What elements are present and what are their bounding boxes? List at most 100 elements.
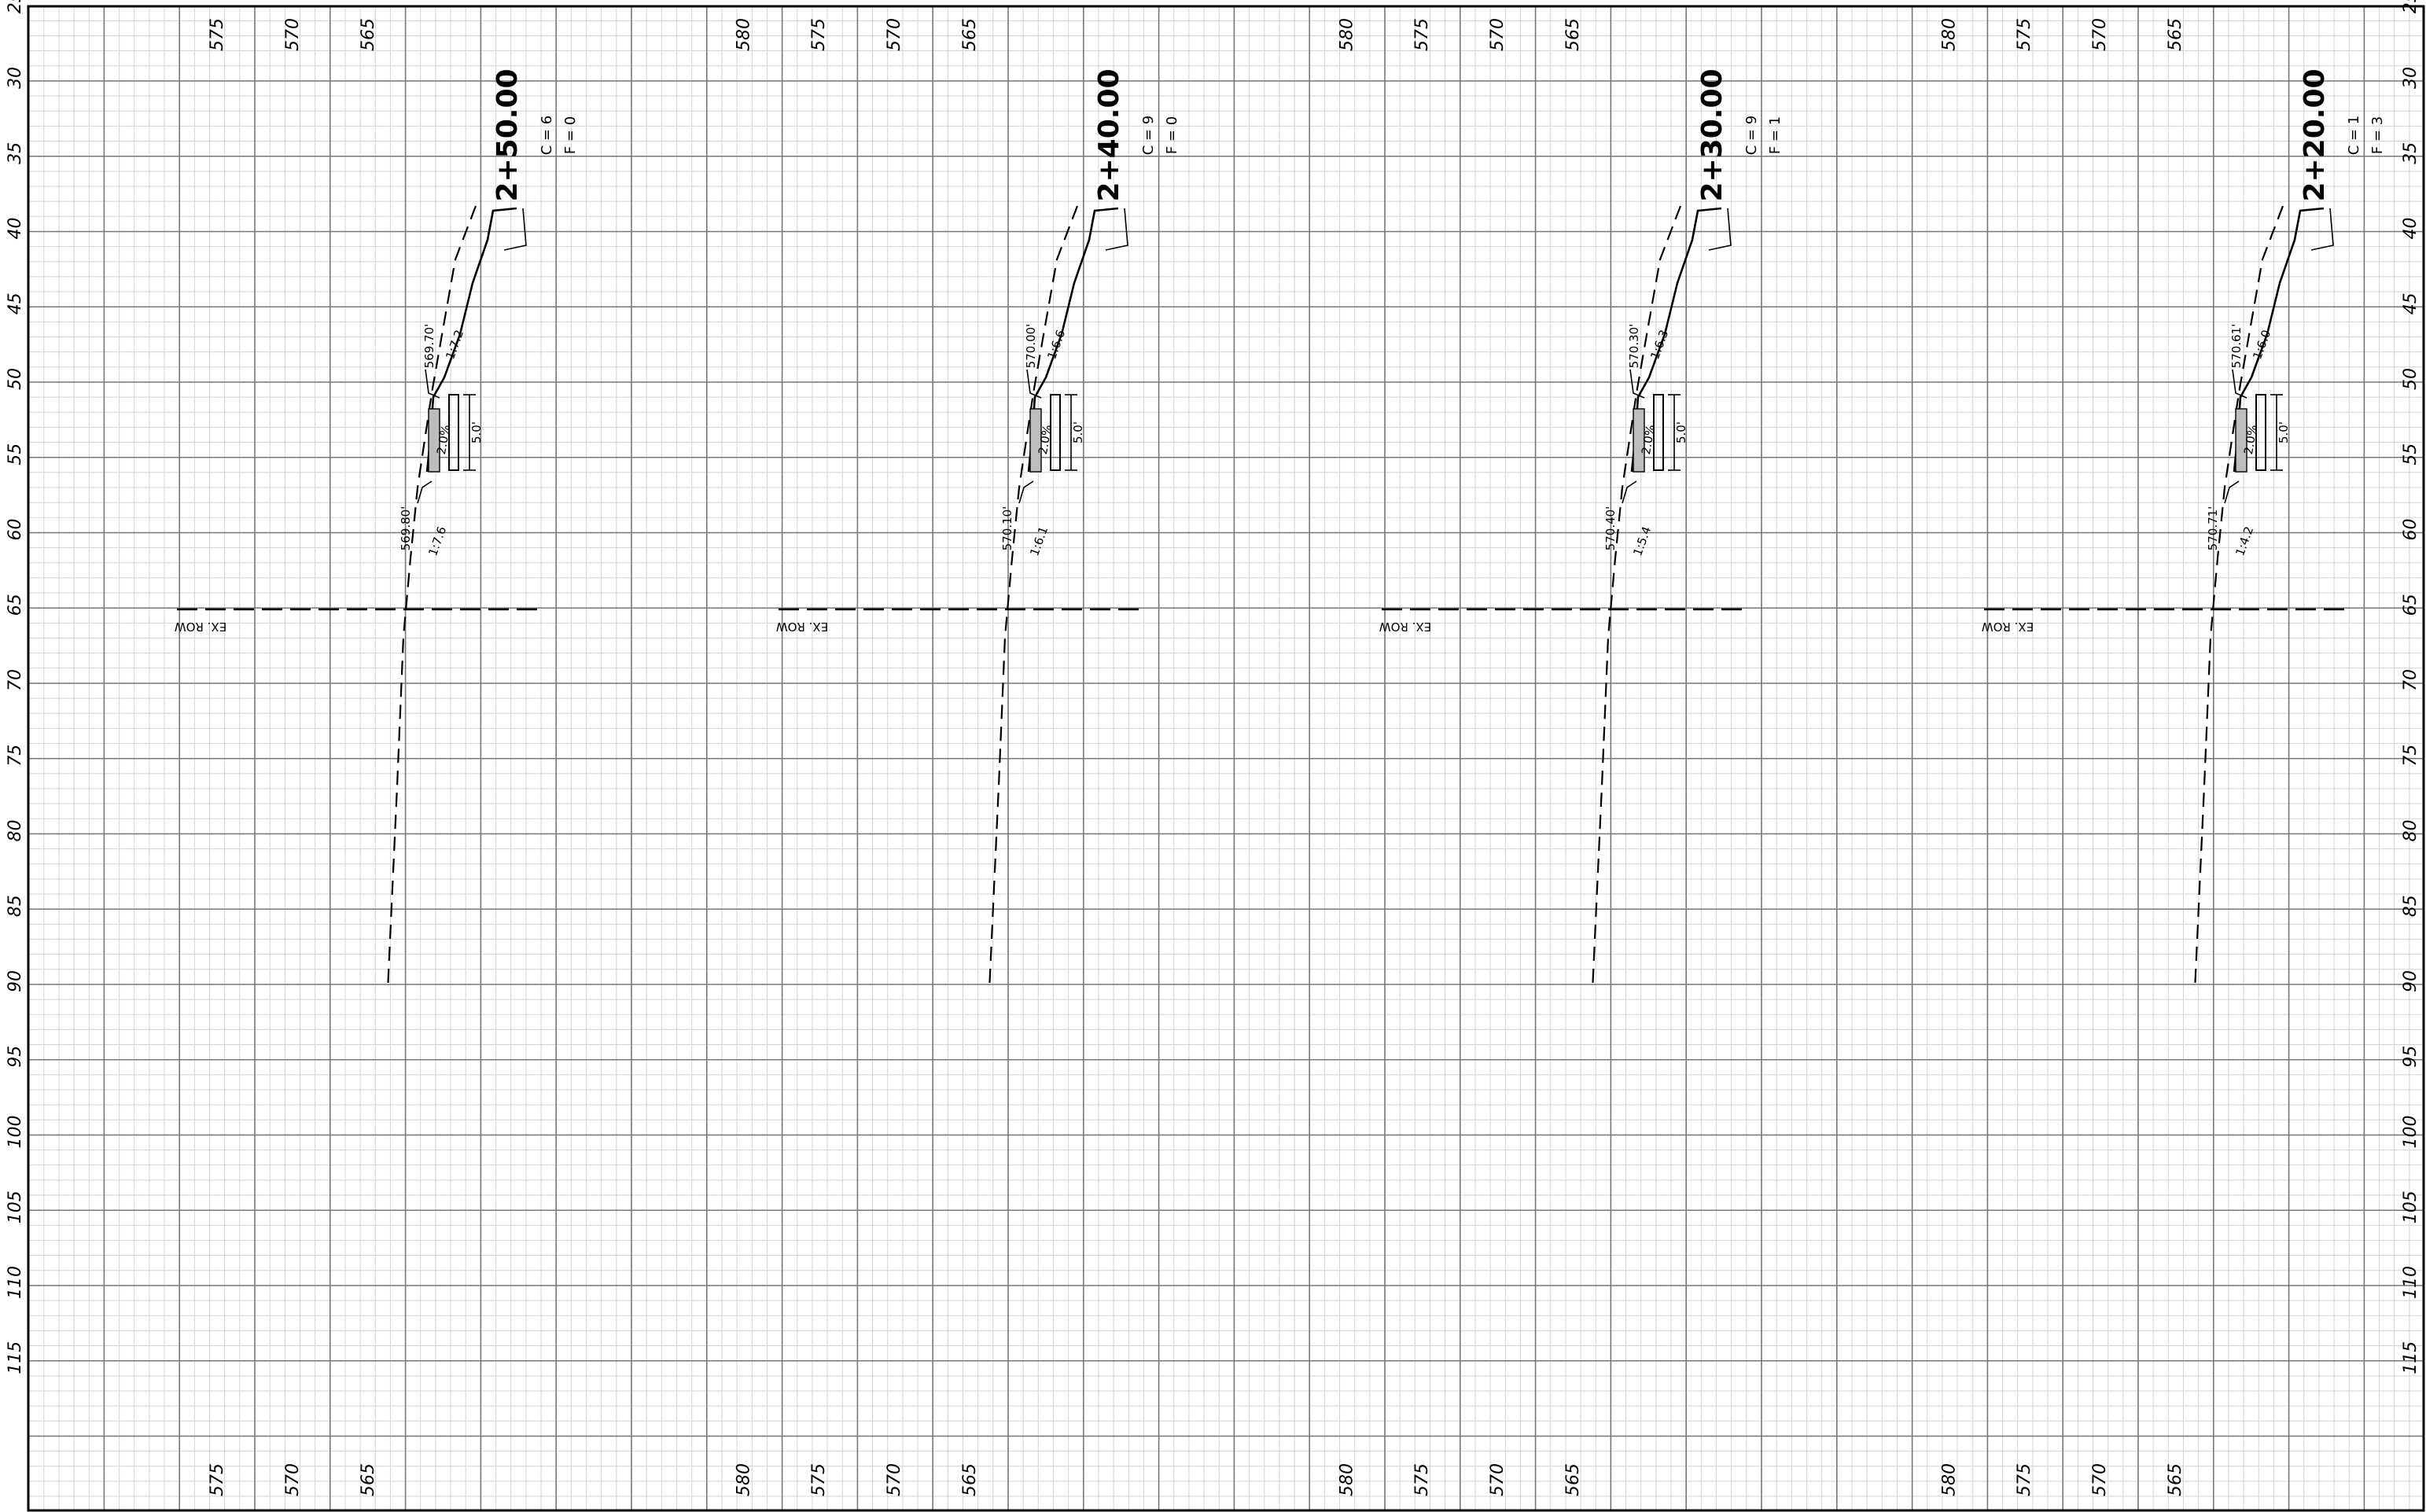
elevation-tick-label: 570 — [885, 18, 904, 51]
walk-width-label: 5.0' — [469, 421, 484, 443]
elevation-label-top: 570.30' — [1627, 324, 1641, 369]
slope-label-bottom: 1:4.2 — [2233, 524, 2256, 557]
elevation-label-bottom: 570.71' — [2206, 506, 2220, 551]
offset-tick-label: 95 — [2401, 1046, 2420, 1068]
elevation-tick-label: 565 — [359, 1463, 378, 1496]
offset-tick-label: 80 — [6, 820, 25, 842]
offset-tick-label: 75 — [2401, 745, 2420, 767]
offset-tick-label: 60 — [6, 519, 25, 541]
elevation-label-top: 570.61' — [2229, 324, 2244, 369]
offset-tick-label: 85 — [6, 895, 25, 917]
offset-tick-label: 65 — [6, 594, 25, 616]
ex-row-label: EX. ROW — [1982, 620, 2034, 634]
elevation-tick-label: 570 — [1488, 18, 1508, 51]
elevation-tick-label: 575 — [1412, 18, 1432, 51]
elevation-tick-label: 570 — [283, 18, 303, 51]
station-label: 2+20.00 — [2299, 68, 2331, 201]
offset-tick-label: 30 — [2401, 67, 2420, 89]
station-label: 2+30.00 — [1696, 68, 1728, 201]
elevation-tick-label: 575 — [208, 1463, 227, 1496]
sidewalk-block — [1653, 394, 1664, 471]
elevation-tick-label: 565 — [960, 18, 980, 51]
existing-ground-line — [1591, 205, 1682, 991]
cross-sections: 575 570 565 575 570 565 2+50.00 C = 6 F = 0 EX. R… — [175, 18, 2386, 1496]
leader-line — [425, 369, 440, 399]
elevation-tick-label: 570 — [2090, 1463, 2110, 1496]
slope-label-top: 1:6.6 — [1044, 328, 1068, 361]
offset-tick-label: 55 — [2401, 443, 2420, 465]
sidewalk-block — [448, 394, 459, 471]
leader-line — [417, 480, 433, 504]
offset-tick-label: 100 — [6, 1116, 25, 1149]
offset-tick-label: 105 — [6, 1190, 25, 1223]
offset-tick-label: 85 — [2401, 895, 2420, 917]
hatched-area — [1029, 408, 1042, 473]
slope-label-bottom: 1:5.4 — [1630, 524, 1654, 557]
offset-tick-label: 95 — [6, 1046, 25, 1068]
offset-tick-label: 70 — [6, 669, 25, 691]
ex-row-label: EX. ROW — [175, 620, 227, 634]
offset-tick-label: 50 — [6, 368, 25, 390]
elevation-tick-label: 580 — [734, 18, 753, 51]
offset-tick-label: 115 — [2401, 1341, 2420, 1374]
offset-tick-label: 50 — [2401, 368, 2420, 390]
leader-line — [2232, 369, 2247, 399]
elevation-label-bottom: 570.10' — [1000, 506, 1014, 551]
offset-tick-label: 35 — [2401, 142, 2420, 164]
ex-row-label: EX. ROW — [1379, 620, 1432, 634]
offset-tick-label: 45 — [6, 292, 25, 315]
curb-line — [2310, 208, 2334, 251]
slope-label-bottom: 1:7.6 — [425, 524, 449, 557]
slope-label-top: 1:6.3 — [1647, 328, 1671, 361]
existing-ground-line — [386, 205, 477, 991]
station-label: 2+40.00 — [1093, 68, 1125, 201]
elevation-tick-label: 575 — [208, 18, 227, 51]
cut-value: C = 9 — [1140, 116, 1157, 156]
offset-tick-label: 40 — [2401, 218, 2420, 240]
elevation-tick-label: 570 — [2090, 18, 2110, 51]
sidewalk-block — [1050, 394, 1061, 471]
offset-tick-label: 70 — [2401, 669, 2420, 691]
hatched-area — [1633, 408, 1645, 473]
station-label: 2+50.00 — [491, 68, 524, 201]
offset-tick-label: 80 — [2401, 820, 2420, 842]
elevation-tick-label: 575 — [2015, 18, 2034, 51]
leader-line — [1026, 369, 1042, 399]
cut-value: C = 9 — [1743, 116, 1760, 156]
elevation-tick-label: 575 — [809, 1463, 829, 1496]
offset-tick-label: 65 — [2401, 594, 2420, 616]
curb-line — [1105, 208, 1128, 251]
elevation-tick-label: 565 — [1563, 1463, 1583, 1496]
walk-width-label: 5.0' — [1674, 421, 1688, 443]
elevation-tick-label: 580 — [1939, 1463, 1959, 1496]
leader-line — [1622, 480, 1637, 504]
fill-value: F = 0 — [1164, 116, 1180, 154]
ex-row-label: EX. ROW — [776, 620, 829, 634]
elevation-label-bottom: 569.80' — [399, 506, 413, 551]
elevation-tick-label: 580 — [1939, 18, 1959, 51]
elevation-label-top: 569.70' — [422, 324, 436, 369]
elevation-tick-label: 570 — [1488, 1463, 1508, 1496]
leader-line — [1629, 369, 1645, 399]
sidewalk-block — [2255, 394, 2266, 471]
existing-ground-line — [2193, 205, 2284, 991]
sheet-border — [27, 5, 2425, 1512]
offset-tick-label: 35 — [6, 142, 25, 164]
elevation-tick-label: 570 — [283, 1463, 303, 1496]
fill-value: F = 0 — [562, 116, 579, 154]
offset-tick-label: 105 — [2401, 1190, 2420, 1223]
fill-value: F = 1 — [1767, 116, 1784, 154]
elevation-tick-label: 565 — [2166, 1463, 2185, 1496]
section-panel: 575 570 565 575 570 565 2+50.00 C = 6 F = 0 EX. R… — [175, 18, 579, 1496]
offset-tick-label: 110 — [2401, 1266, 2420, 1299]
offset-tick-label: 110 — [6, 1266, 25, 1299]
cut-value: C = 6 — [539, 116, 555, 156]
section-panel: 580 575 570 565 580 575 570 565 2+20.00 C = 1 F = … — [1939, 18, 2386, 1496]
offset-tick-label: 90 — [6, 970, 25, 992]
offset-tick-label: 55 — [6, 443, 25, 465]
offset-tick-label: 45 — [2401, 292, 2420, 315]
slope-label-bottom: 1:6.1 — [1027, 524, 1051, 557]
offset-tick-label: 75 — [6, 745, 25, 767]
elevation-tick-label: 570 — [885, 1463, 904, 1496]
